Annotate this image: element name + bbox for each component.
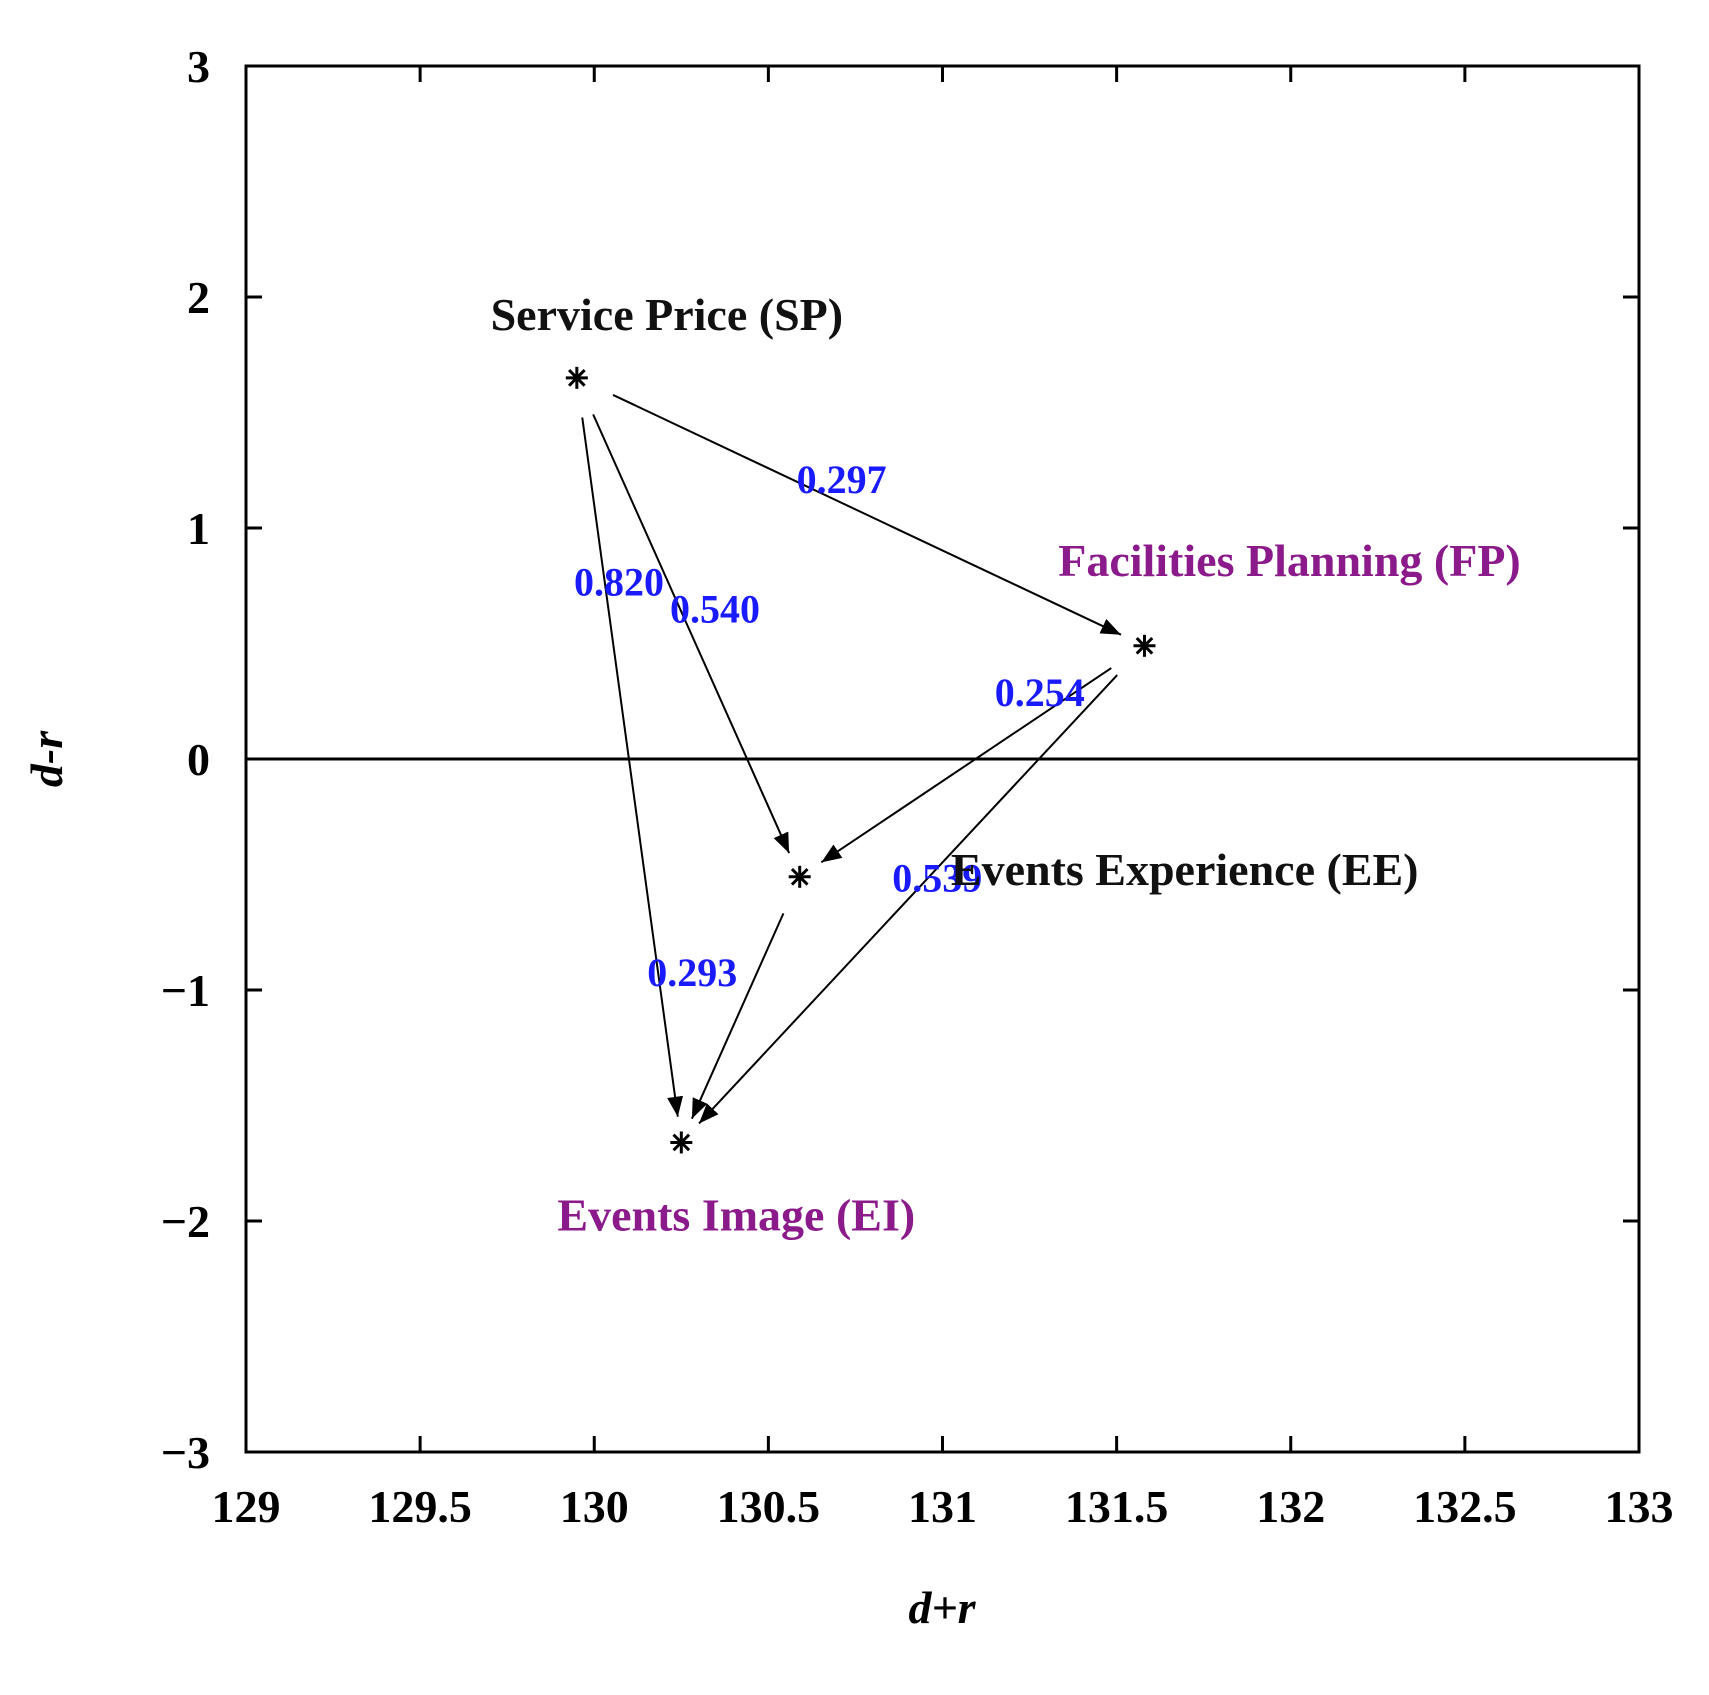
- edge-fp-ee: 0.254: [820, 667, 1112, 864]
- x-tick-label: 133: [1605, 1481, 1674, 1532]
- edge-arrow: [581, 417, 684, 1117]
- y-tick-label: 2: [187, 272, 210, 323]
- point-marker-stroke: [1135, 636, 1154, 655]
- edge-weight-label: 0.254: [995, 670, 1085, 715]
- edge-sp-ei: 0.820: [574, 417, 684, 1117]
- edge-arrow: [612, 394, 1122, 636]
- edge-ee-ei: 0.293: [647, 912, 785, 1120]
- x-tick-label: 131: [908, 1481, 977, 1532]
- y-tick-label: −3: [161, 1427, 210, 1478]
- point-label-ei: Events Image (EI): [557, 1189, 915, 1240]
- y-tick-label: 3: [187, 41, 210, 92]
- point-marker-stroke: [672, 1133, 691, 1152]
- x-axis-title: d+r: [908, 1582, 976, 1633]
- y-tick-label: −1: [161, 965, 210, 1016]
- edge-arrow: [592, 413, 791, 854]
- edge-weight-label: 0.539: [892, 856, 982, 901]
- y-axis-title: d-r: [21, 730, 72, 787]
- edge-arrow: [698, 674, 1118, 1125]
- point-label-ee: Events Experience (EE): [951, 844, 1419, 895]
- point-sp: Service Price (SP): [491, 289, 843, 389]
- point-marker-stroke: [790, 867, 809, 886]
- edge-arrow: [690, 912, 785, 1120]
- edge-weight-label: 0.293: [647, 950, 737, 995]
- points: Service Price (SP) Facilities Planning (F…: [491, 289, 1521, 1241]
- point-label-fp: Facilities Planning (FP): [1058, 535, 1521, 586]
- point-ee: Events Experience (EE): [788, 844, 1419, 895]
- x-tick-label: 130: [560, 1481, 629, 1532]
- y-tick-label: 1: [187, 503, 210, 554]
- edge-sp-fp: 0.297: [612, 394, 1122, 636]
- x-tick-label: 132.5: [1413, 1481, 1517, 1532]
- edge-weight-label: 0.820: [574, 559, 664, 604]
- y-tick-label: −2: [161, 1196, 210, 1247]
- edge-sp-ee: 0.540: [592, 413, 791, 854]
- point-fp: Facilities Planning (FP): [1058, 535, 1521, 657]
- point-label-sp: Service Price (SP): [491, 289, 843, 340]
- edge-weight-label: 0.540: [670, 586, 760, 631]
- axis-ticks: 129 129.5 130 130.5 131 131.5 132 132.5 133 3 2 1 0 −…: [161, 41, 1674, 1532]
- x-tick-label: 131.5: [1065, 1481, 1169, 1532]
- x-tick-label: 130.5: [717, 1481, 821, 1532]
- edge-fp-ei: 0.539: [698, 674, 1118, 1125]
- x-tick-label: 132: [1256, 1481, 1325, 1532]
- point-marker-stroke: [567, 369, 586, 387]
- edge-arrow: [820, 667, 1112, 864]
- edge-weight-label: 0.297: [797, 457, 887, 502]
- x-tick-label: 129.5: [368, 1481, 472, 1532]
- x-tick-label: 129: [212, 1481, 281, 1532]
- y-tick-label: 0: [187, 734, 210, 785]
- point-ei: Events Image (EI): [557, 1131, 915, 1240]
